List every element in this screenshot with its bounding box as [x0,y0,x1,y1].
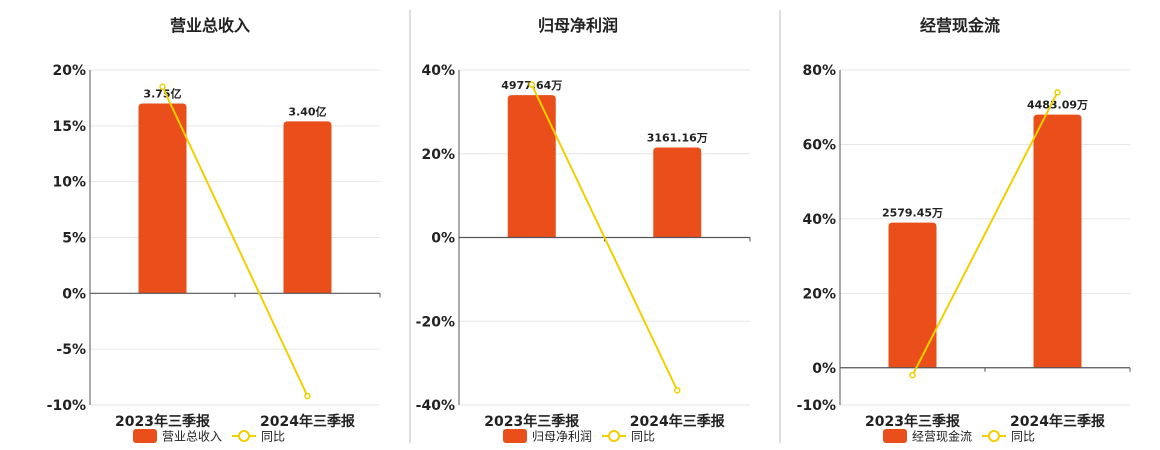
yoy-point [909,371,916,379]
y-tick-label: 40% [421,63,455,79]
bar [653,147,702,238]
y-tick-label: 40% [802,212,836,228]
x-category-label: 2023年三季报 [484,413,579,430]
bar [1033,114,1082,368]
y-tick-label: 0% [431,231,455,247]
bar [138,103,187,294]
legend-bar-swatch[interactable] [883,429,907,443]
legend-line-label: 同比 [261,430,285,444]
bar-value-label: 3.40亿 [288,104,326,118]
yoy-line [161,86,309,397]
x-category-label: 2024年三季报 [630,413,725,430]
y-tick-label: 5% [62,231,86,247]
legend-bar-label: 经营现金流 [912,429,972,444]
bar-value-label: 3.75亿 [143,87,181,101]
legend-bar-swatch[interactable] [133,429,157,443]
chart-title: 经营现金流 [920,16,1000,35]
y-tick-label: -20% [416,314,455,330]
y-tick-label: 20% [802,286,836,302]
yoy-point [528,81,535,88]
chart-title: 归母净利润 [538,16,618,35]
legend-line-marker [988,430,1000,442]
y-tick-label: 20% [52,63,86,79]
yoy-point [159,83,166,90]
y-tick-label: 60% [802,137,836,153]
bar-value-label: 4483.09万 [1027,99,1088,112]
bar [888,222,937,368]
chart-title: 营业总收入 [170,16,250,35]
y-tick-label: 20% [421,147,455,163]
chart-panel-1: 营业总收入 20% 15% 10% 5% 0% -5% -10% 3.75亿 3.40亿 2023年… [47,16,381,444]
bar-value-label: 2579.45万 [882,207,943,220]
y-tick-label: 10% [52,175,86,191]
legend-bar-label: 营业总收入 [162,430,222,444]
yoy-line [911,91,1059,376]
legend-line-label: 同比 [1011,430,1035,444]
chart-panel-2: 归母净利润40%20%0%-20%-40%4977.64万3161.16万202… [416,16,751,444]
yoy-point [1054,89,1061,96]
y-tick-label: -5% [56,342,86,358]
legend-line-label: 同比 [631,430,655,444]
legend-line-marker [608,430,620,442]
x-category-label: 2023年三季报 [115,413,210,430]
y-tick-label: -10% [797,398,836,414]
x-category-label: 2024年三季报 [1010,413,1105,430]
yoy-point [674,387,681,394]
chart-panel-3: 经营现金流 80% 60% 40% 20% 0% -10% 2579.45万 4483.09万 2… [797,16,1131,444]
legend-bar-swatch[interactable] [503,429,527,443]
y-tick-label: -10% [47,398,86,414]
yoy-point [304,392,311,400]
y-tick-label: 80% [802,63,836,79]
bar [507,95,556,238]
x-category-label: 2023年三季报 [865,413,960,430]
legend-line-marker [238,430,250,442]
x-category-label: 2024年三季报 [260,413,355,430]
legend-bar-label: 归母净利润 [532,430,592,444]
y-tick-label: -40% [416,398,455,414]
bar-value-label: 3161.16万 [647,131,708,144]
y-tick-label: 0% [62,286,86,302]
yoy-line [530,84,679,391]
bar [283,121,332,294]
y-tick-label: 0% [812,361,836,377]
y-tick-label: 15% [52,119,86,135]
